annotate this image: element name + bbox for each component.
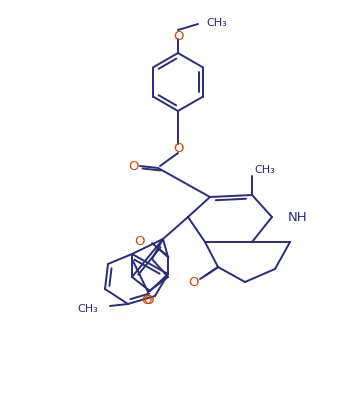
Text: O: O xyxy=(173,142,183,155)
Text: O: O xyxy=(141,294,151,307)
Text: CH₃: CH₃ xyxy=(77,303,98,313)
Text: O: O xyxy=(173,30,183,43)
Text: O: O xyxy=(188,275,198,288)
Text: O: O xyxy=(135,235,145,248)
Text: CH₃: CH₃ xyxy=(206,18,227,28)
Text: O: O xyxy=(128,160,138,173)
Text: CH₃: CH₃ xyxy=(254,164,275,175)
Text: NH: NH xyxy=(288,211,308,224)
Text: O: O xyxy=(143,293,153,306)
